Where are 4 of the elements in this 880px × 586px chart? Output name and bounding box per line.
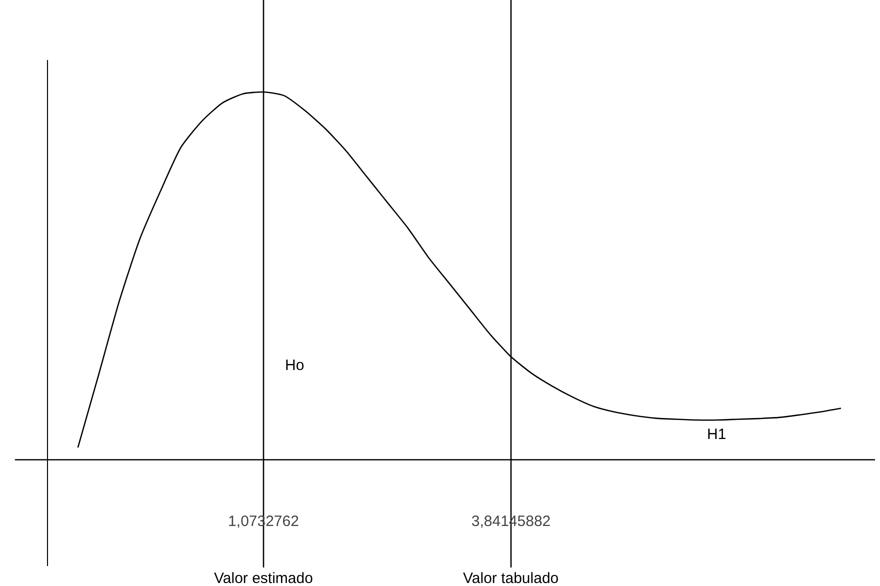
ref-line-label: Valor tabulado: [463, 570, 559, 586]
ref-line-label: Valor estimado: [214, 570, 313, 586]
annotation: H1: [707, 426, 726, 443]
annotation: Ho: [285, 357, 304, 374]
